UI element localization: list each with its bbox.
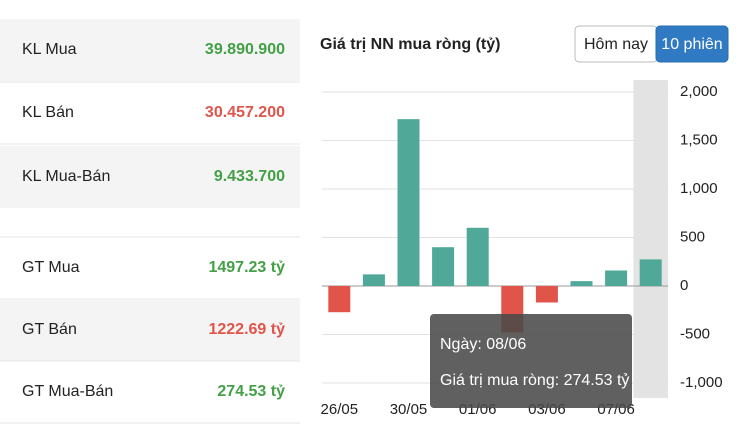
x-tick-label: 26/05 bbox=[321, 401, 359, 418]
chart-title: Giá trị NN mua ròng (tỷ) bbox=[320, 36, 500, 53]
row-value: 9.433.700 bbox=[214, 168, 285, 185]
bar bbox=[535, 286, 558, 303]
bar bbox=[432, 247, 455, 286]
row-label: KL Bán bbox=[22, 104, 74, 121]
row-label: KL Mua-Bán bbox=[22, 168, 110, 185]
button-active[interactable] bbox=[655, 25, 729, 63]
y-tick-label: -1,000 bbox=[680, 374, 723, 391]
tooltip-line: Ngày: 08/06 bbox=[440, 336, 526, 353]
button-label[interactable]: Hôm nay bbox=[584, 36, 648, 53]
x-tick-label: 30/05 bbox=[390, 401, 428, 418]
row-value: 39.890.900 bbox=[205, 41, 285, 58]
y-tick-label: -500 bbox=[680, 325, 710, 342]
row-value: 30.457.200 bbox=[205, 104, 285, 121]
bar bbox=[605, 270, 628, 286]
y-tick-label: 0 bbox=[680, 277, 688, 294]
row-label: GT Mua-Bán bbox=[22, 383, 113, 400]
tooltip bbox=[430, 314, 632, 408]
bar bbox=[397, 119, 420, 286]
bar bbox=[466, 227, 489, 286]
row-label: KL Mua bbox=[22, 41, 77, 58]
y-tick-label: 2,000 bbox=[680, 83, 718, 100]
y-tick-label: 1,000 bbox=[680, 180, 718, 197]
row-label: GT Bán bbox=[22, 321, 77, 338]
row-bg bbox=[0, 146, 300, 208]
y-tick-label: 500 bbox=[680, 228, 705, 245]
row-bg bbox=[0, 299, 300, 361]
bar bbox=[570, 281, 593, 286]
bar bbox=[328, 286, 351, 313]
tooltip-line: Giá trị mua ròng: 274.53 tỷ bbox=[440, 372, 629, 389]
bar bbox=[639, 259, 662, 286]
row-value: 274.53 tỷ bbox=[217, 383, 285, 400]
row-value: 1497.23 tỷ bbox=[208, 259, 285, 276]
button-label[interactable]: 10 phiên bbox=[661, 36, 722, 53]
row-label: GT Mua bbox=[22, 259, 80, 276]
y-tick-label: 1,500 bbox=[680, 131, 718, 148]
row-bg bbox=[0, 19, 300, 81]
row-value: 1222.69 tỷ bbox=[208, 321, 285, 338]
hover-band bbox=[633, 80, 668, 398]
bar bbox=[362, 274, 385, 286]
